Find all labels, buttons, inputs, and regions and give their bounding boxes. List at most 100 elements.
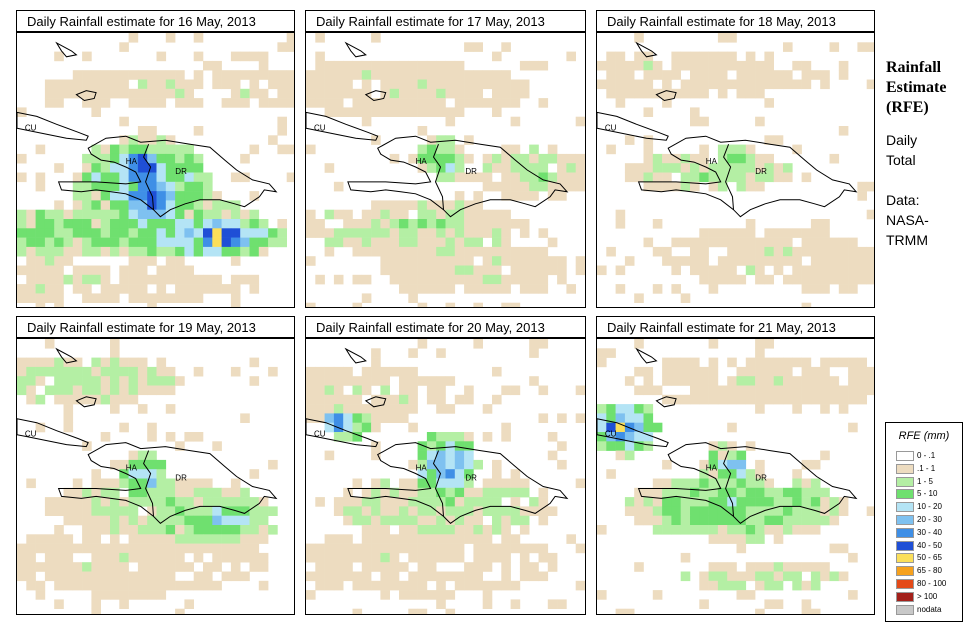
legend-swatch bbox=[896, 451, 914, 461]
sidebar-source: Data: NASA- TRMM bbox=[886, 190, 929, 250]
haiti-dr-border bbox=[723, 144, 734, 210]
legend-swatch bbox=[896, 476, 914, 487]
legend-swatch bbox=[896, 604, 914, 615]
legend-swatch bbox=[896, 463, 914, 474]
legend-swatch bbox=[896, 579, 914, 589]
sidebar-period-line1: Daily bbox=[886, 132, 918, 148]
panel-title-4: Daily Rainfall estimate for 19 May, 2013 bbox=[16, 316, 295, 338]
jamaica-outline bbox=[364, 396, 387, 408]
legend-label: 5 - 10 bbox=[917, 489, 938, 499]
legend-label: 1 - 5 bbox=[917, 476, 934, 486]
country-label-dominican-republic: DR bbox=[755, 167, 767, 176]
legend-title: RFE (mm) bbox=[898, 430, 950, 442]
country-label-dominican-republic: DR bbox=[465, 167, 477, 176]
legend-swatch bbox=[896, 591, 914, 602]
rainfall-cells bbox=[306, 33, 585, 307]
hispaniola-outline bbox=[637, 135, 858, 218]
sidebar-period-line2: Total bbox=[886, 152, 916, 168]
legend-label: 0 - .1 bbox=[917, 451, 936, 460]
legend-label: 80 - 100 bbox=[917, 579, 947, 588]
country-label-haiti: HA bbox=[416, 464, 428, 473]
hispaniola-outline bbox=[637, 442, 858, 524]
rainfall-map-svg: CU HA DR bbox=[306, 33, 585, 307]
legend-label: 50 - 65 bbox=[917, 553, 942, 563]
legend-label: 10 - 20 bbox=[917, 502, 942, 512]
sidebar-period: Daily Total bbox=[886, 130, 917, 170]
panel-title-6: Daily Rainfall estimate for 21 May, 2013 bbox=[596, 316, 875, 338]
bahamas-outline bbox=[344, 41, 367, 58]
haiti-dr-border bbox=[143, 450, 154, 517]
rainfall-map-2: CU HA DR bbox=[305, 32, 586, 308]
cuba-outline bbox=[17, 418, 89, 448]
rainfall-map-svg: CU HA DR bbox=[597, 339, 874, 614]
sidebar-title-line3: (RFE) bbox=[886, 99, 929, 116]
country-label-dominican-republic: DR bbox=[465, 474, 477, 483]
legend-swatch bbox=[896, 515, 914, 525]
hispaniola-outline bbox=[347, 442, 569, 524]
rainfall-cells bbox=[306, 339, 585, 614]
cuba-outline bbox=[17, 111, 89, 141]
panel-title-3: Daily Rainfall estimate for 18 May, 2013 bbox=[596, 10, 875, 32]
bahamas-outline bbox=[55, 347, 78, 364]
rainfall-map-5: CU HA DR bbox=[305, 338, 586, 615]
jamaica-outline bbox=[655, 90, 677, 102]
rainfall-cells bbox=[17, 33, 294, 307]
legend-label: 20 - 30 bbox=[917, 515, 942, 524]
hispaniola-outline bbox=[57, 442, 278, 524]
legend-swatch bbox=[896, 540, 914, 551]
rainfall-cells bbox=[597, 33, 874, 307]
panel-title-1: Daily Rainfall estimate for 16 May, 2013 bbox=[16, 10, 295, 32]
sidebar-title: Rainfall Estimate (RFE) bbox=[886, 58, 946, 118]
rainfall-map-svg: CU HA DR bbox=[17, 339, 278, 614]
rainfall-map-svg: CU HA DR bbox=[306, 339, 585, 614]
rainfall-map-svg: CU HA DR bbox=[597, 33, 874, 307]
legend-label: .1 - 1 bbox=[917, 463, 936, 473]
country-label-dominican-republic: DR bbox=[175, 167, 187, 176]
cuba-outline bbox=[306, 111, 379, 141]
country-label-haiti: HA bbox=[126, 464, 138, 473]
country-label-cuba: CU bbox=[314, 123, 326, 132]
cuba-outline bbox=[597, 111, 669, 141]
rainfall-cells bbox=[17, 339, 278, 614]
jamaica-outline bbox=[75, 90, 97, 102]
legend-label: 65 - 80 bbox=[917, 566, 942, 576]
country-label-cuba: CU bbox=[605, 123, 617, 132]
cuba-outline bbox=[597, 418, 669, 448]
sidebar-source-line2: NASA- bbox=[886, 212, 929, 228]
sidebar-source-line1: Data: bbox=[886, 192, 920, 208]
legend-label: 40 - 50 bbox=[917, 540, 942, 550]
panel-title-5: Daily Rainfall estimate for 20 May, 2013 bbox=[305, 316, 586, 338]
legend-swatch bbox=[896, 502, 914, 513]
country-label-cuba: CU bbox=[25, 430, 37, 439]
rainfall-cells bbox=[597, 339, 874, 614]
jamaica-outline bbox=[655, 396, 677, 408]
rainfall-map-6: CU HA DR bbox=[596, 338, 875, 615]
rainfall-map-3: CU HA DR bbox=[596, 32, 875, 308]
haiti-dr-border bbox=[723, 450, 734, 517]
country-label-dominican-republic: DR bbox=[175, 474, 187, 483]
legend-swatch bbox=[896, 527, 914, 538]
country-label-cuba: CU bbox=[605, 430, 617, 439]
country-label-dominican-republic: DR bbox=[755, 474, 767, 483]
country-label-haiti: HA bbox=[706, 157, 718, 166]
bahamas-outline bbox=[55, 41, 78, 58]
legend-label: nodata bbox=[917, 604, 942, 614]
sidebar-title-line1: Rainfall bbox=[886, 59, 942, 76]
country-label-haiti: HA bbox=[706, 464, 718, 473]
rainfall-map-svg: CU HA DR bbox=[17, 33, 294, 307]
haiti-dr-border bbox=[143, 144, 154, 210]
bahamas-outline bbox=[635, 347, 658, 364]
hispaniola-outline bbox=[347, 135, 569, 218]
legend-swatch bbox=[896, 553, 914, 564]
sidebar-title-line2: Estimate bbox=[886, 79, 947, 96]
country-label-haiti: HA bbox=[416, 157, 428, 166]
cuba-outline bbox=[306, 418, 379, 448]
rainfall-map-4: CU HA DR bbox=[16, 338, 295, 615]
country-label-cuba: CU bbox=[25, 123, 37, 132]
legend-label: > 100 bbox=[917, 591, 938, 601]
rainfall-map-1: CU HA DR bbox=[16, 32, 295, 308]
bahamas-outline bbox=[344, 347, 367, 364]
sidebar-source-line3: TRMM bbox=[886, 232, 928, 248]
legend-label: 30 - 40 bbox=[917, 527, 942, 537]
haiti-dr-border bbox=[432, 144, 444, 210]
